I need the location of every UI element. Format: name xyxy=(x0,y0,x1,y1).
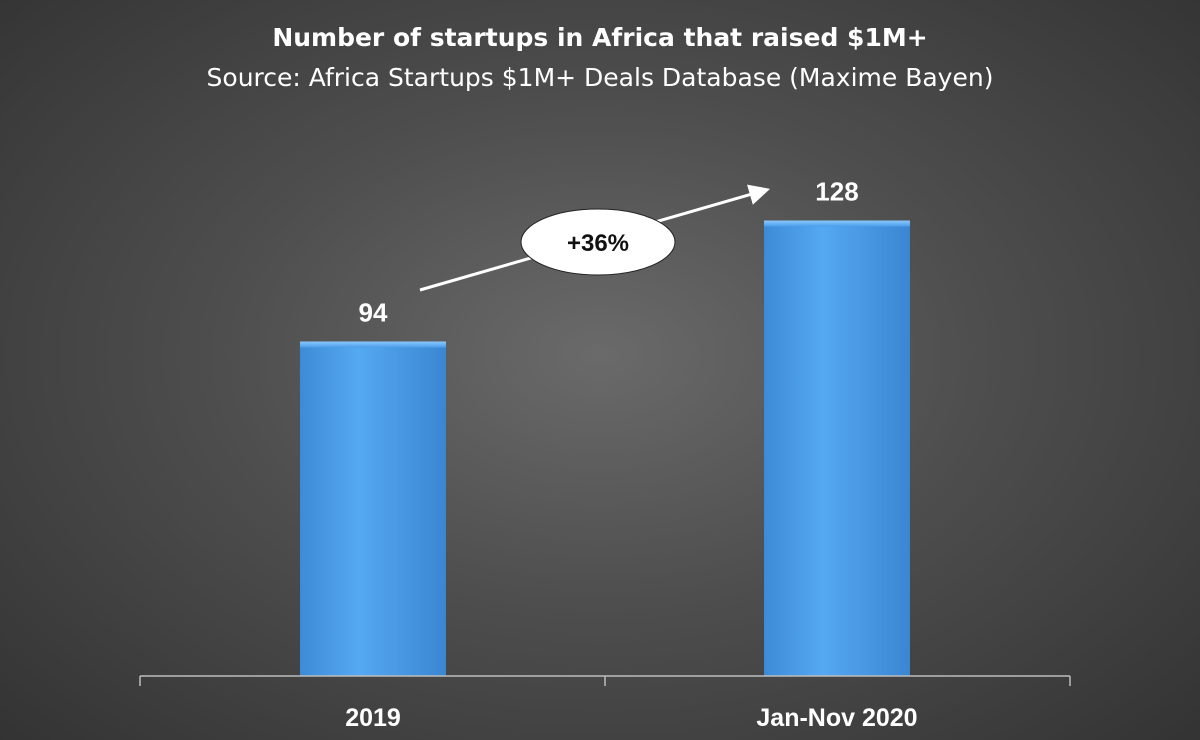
chart-subtitle: Source: Africa Startups $1M+ Deals Datab… xyxy=(207,63,994,92)
bar-top-highlight xyxy=(300,341,446,348)
bar-jan-nov-2020 xyxy=(764,220,910,676)
value-labels-group: 94 128 xyxy=(359,176,859,327)
x-tick-label: 2019 xyxy=(345,704,401,732)
bar-2019 xyxy=(300,341,446,676)
x-tick-labels-group: 2019 Jan-Nov 2020 xyxy=(345,704,917,732)
growth-annotation-text: +36% xyxy=(567,230,629,257)
bars-group xyxy=(300,220,910,676)
bar-top-highlight xyxy=(764,220,910,227)
growth-annotation-bubble xyxy=(520,208,676,276)
chart-title: Number of startups in Africa that raised… xyxy=(272,23,927,52)
value-label: 94 xyxy=(359,297,388,327)
x-tick-label: Jan-Nov 2020 xyxy=(756,704,917,732)
value-label: 128 xyxy=(815,176,858,206)
